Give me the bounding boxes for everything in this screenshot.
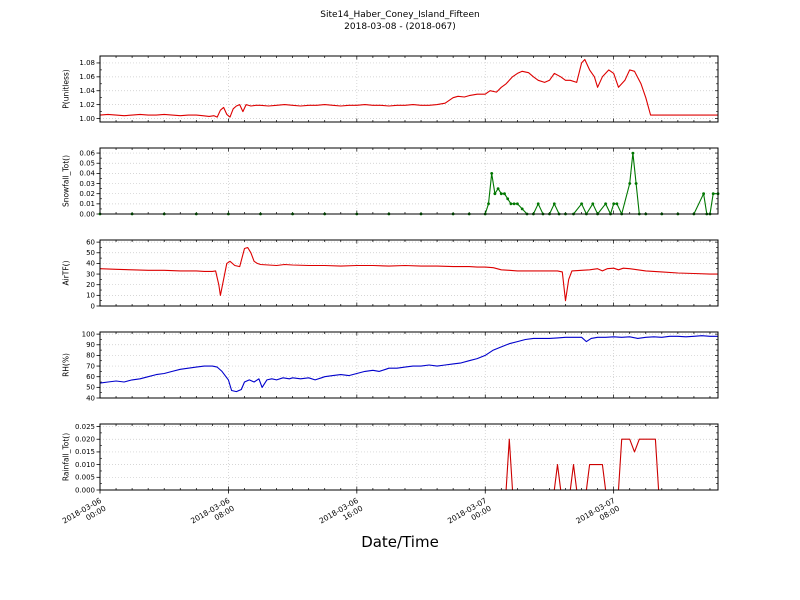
ytick-label: 0.025 [75,423,95,431]
ytick-label: 0.01 [79,200,95,208]
ylabel-rh: RH(%) [61,353,71,377]
ytick-label: 0.02 [79,190,95,198]
panel-1: 0.00 0.01 0.02 0.03 0.04 0.05 0.06 [79,147,720,218]
ytick-label: 70 [86,362,95,370]
ytick-label: 60 [86,373,95,381]
xtick-label: 2018-03-0708:00 [574,496,621,533]
series-marker [591,202,595,206]
ytick-label: 50 [86,384,95,392]
chart-subtitle: 2018-03-08 - (2018-067) [344,22,456,32]
ylabel-airtf: AirTF() [61,260,71,286]
xtick-label: 2018-03-0608:00 [189,496,236,533]
series-marker [509,202,513,206]
xaxis-label: Date/Time [361,533,439,551]
ytick-label: 0 [91,302,95,310]
ytick-label: 1.00 [79,115,95,123]
ytick-label: 1.04 [79,87,95,95]
ytick-label: 0.010 [75,461,95,469]
xtick-label: 2018-03-0616:00 [318,496,365,533]
ytick-label: 0.015 [75,448,95,456]
ytick-label: 90 [86,341,95,349]
series-marker [580,202,583,206]
panel-0: 1.00 1.02 1.04 1.06 1.08 [79,55,719,123]
ytick-label: 0.05 [79,160,95,168]
series-marker [493,192,497,196]
ytick-label: 0.005 [75,474,95,482]
ytick-label: 40 [86,260,95,268]
ytick-label: 10 [86,292,95,300]
panel-2: 0 10 20 30 40 50 60 [86,238,719,310]
ytick-label: 40 [86,394,95,402]
ytick-label: 50 [86,249,95,257]
ytick-label: 1.08 [79,59,95,67]
ytick-label: 30 [86,270,95,278]
ylabel-snowfall: Snowfall_Tot() [61,154,71,208]
series-marker [490,172,494,175]
ytick-label: 60 [86,238,95,246]
series-marker [615,202,619,206]
ytick-label: 80 [86,352,95,360]
series-marker [702,192,705,196]
ytick-label: 0.06 [79,149,95,157]
ytick-label: 0.020 [75,436,95,444]
series-marker [487,202,490,206]
series-marker [516,202,519,206]
series-line-2 [99,246,718,302]
series-marker [631,151,635,155]
series-marker [520,207,524,211]
ytick-label: 1.02 [79,101,95,109]
ytick-label: 0.03 [79,180,95,188]
series-marker [512,202,516,206]
ytick-label: 0.04 [79,170,95,178]
ylabel-rainfall: Rainfall_Tot() [61,432,71,482]
chart-title: Site14_Haber_Coney_Island_Fifteen [320,10,480,20]
xtick-label: 2018-03-0600:00 [61,496,108,533]
panel-4: 0.000 0.005 0.010 0.015 0.020 0.025 [75,423,719,494]
series-marker [503,192,506,196]
ytick-label: 1.06 [79,73,95,81]
series-marker [628,182,632,185]
series-marker [604,202,607,206]
series-marker [499,192,503,196]
series-marker [506,197,510,201]
series-marker [711,192,715,196]
series-marker [612,202,616,206]
ylabel-p: P(unitless) [61,69,71,109]
series-marker [552,202,556,206]
ytick-label: 100 [82,330,95,338]
series-line-0 [99,58,718,118]
ytick-label: 20 [86,281,95,289]
ytick-label: 0.000 [75,486,95,494]
series-line-3 [99,335,718,393]
ytick-label: 0.00 [79,210,95,218]
panel-3: 40 50 60 70 80 90 100 [82,330,719,402]
xtick-label: 2018-03-0700:00 [446,496,493,533]
series-marker [496,187,500,191]
series-marker [536,202,540,206]
series-marker [634,182,638,185]
